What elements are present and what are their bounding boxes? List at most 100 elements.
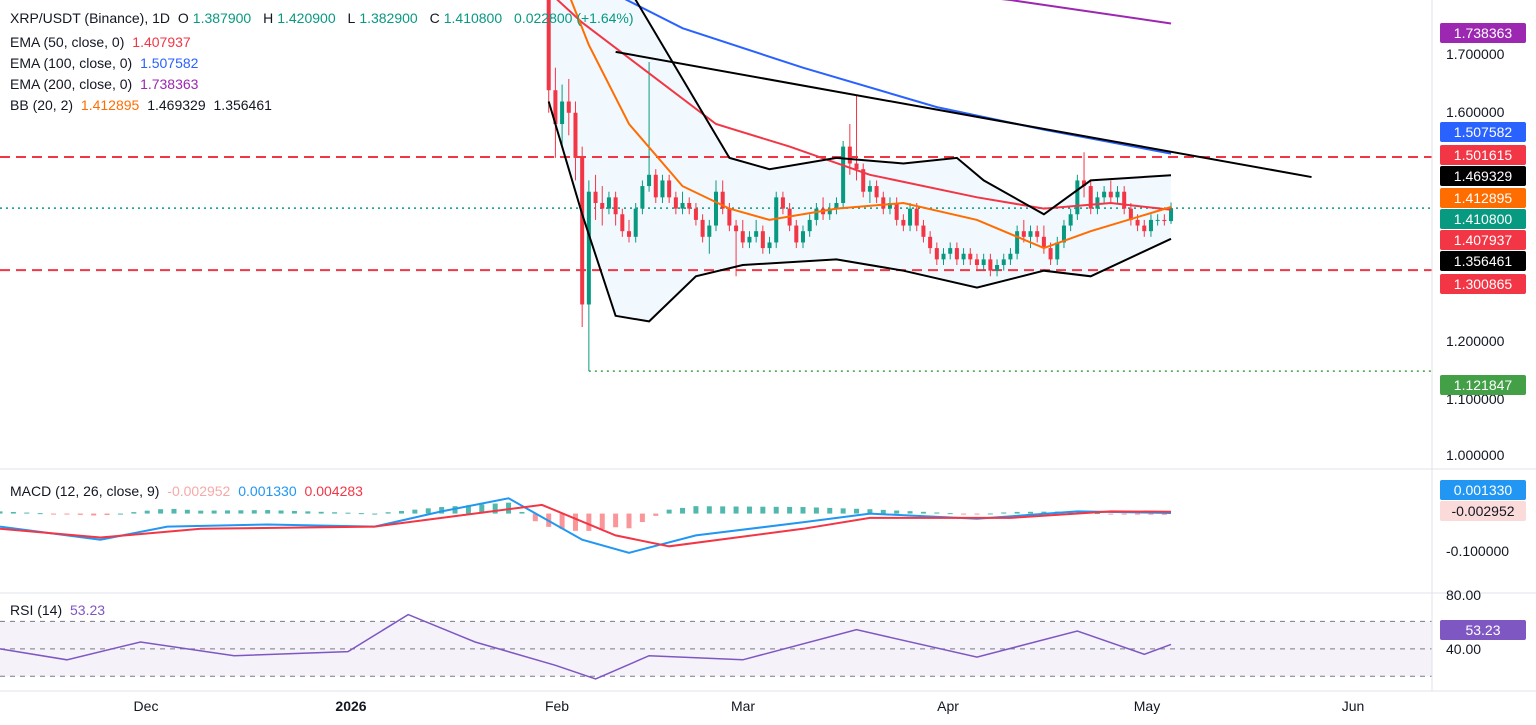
bb-legend[interactable]: BB (20, 2) 1.412895 1.469329 1.356461 [10,97,276,113]
macd-histogram-bar [813,507,819,514]
ohlc-legend: XRP/USDT (Binance), 1D O 1.387900 H 1.4209… [10,10,638,26]
macd-histogram-bar [639,513,645,523]
candle-body [774,197,779,243]
candle [1001,253,1006,271]
macd-histogram-bar [439,507,445,514]
rsi-line [0,613,1172,680]
candle-body [727,208,732,226]
candle-body [553,90,558,125]
candle [934,242,939,266]
candle [807,214,812,237]
candle [1148,214,1153,237]
candle-body [794,225,799,243]
candle-body [767,242,772,249]
ema50-legend[interactable]: EMA (50, close, 0) 1.407937 [10,34,195,50]
candle [867,180,872,203]
symbol-title[interactable]: XRP/USDT (Binance), 1D [10,10,171,26]
candle-body [1148,219,1153,232]
candle [747,231,752,249]
candle [814,202,819,226]
candle-body [1162,219,1167,222]
candle [1088,180,1093,215]
macd-histogram-bar [1094,513,1100,515]
candle [908,202,913,232]
macd-histogram-bar [746,506,752,514]
candle [693,202,698,226]
macd-histogram-bar [198,510,204,514]
bb-lower-line [547,101,1172,323]
candle [680,191,685,215]
candle-body [1155,219,1160,221]
ema50-value: 1.407937 [132,34,191,50]
high-label: H [263,10,274,26]
ema50-line [556,0,1172,211]
ema100-value: 1.507582 [140,55,199,71]
macd-histogram-bar [0,511,3,514]
macd-histogram-bar [425,508,431,514]
candle-body [1135,219,1140,226]
high-value: 1.420900 [277,10,336,26]
macd-histogram-bar [465,505,471,514]
macd-histogram-bar [77,513,83,515]
candle [1055,236,1060,266]
ema100-label: EMA (100, close, 0) [10,55,133,71]
ema100-legend[interactable]: EMA (100, close, 0) 1.507582 [10,55,202,71]
macd-histogram-bar [907,511,913,514]
macd-histogram-bar [10,511,16,514]
candle [1169,202,1174,224]
macd-histogram-bar [479,504,485,514]
time-axis-label: 2026 [335,698,367,714]
candle [1015,225,1020,260]
bb-lower-price-tag: 1.356461 [1440,251,1526,271]
candle-body [814,208,819,220]
candle [894,197,899,226]
candle [600,186,605,226]
candle [633,202,638,243]
open-label: O [177,10,189,26]
candle [981,253,986,271]
candle-body [854,163,859,170]
macd-histogram-bar [586,513,592,531]
ema200-label: EMA (200, close, 0) [10,76,133,92]
candle [720,180,725,215]
candle-body [874,186,879,198]
rsi-value-tag: 53.23 [1440,620,1526,640]
candle-body [1008,253,1013,260]
candle-body [734,225,739,232]
macd-histogram-bar [519,511,525,514]
candle-body [1048,248,1053,260]
candle [1162,214,1167,226]
candle-body [1055,242,1060,260]
candle [1068,208,1073,232]
candle-body [908,208,913,226]
candle [640,180,645,215]
macd-histogram-bar [840,508,846,514]
candle-body [560,101,565,125]
macd-histogram-bar [158,509,164,514]
macd-histogram-bar [720,506,726,514]
candle-body [847,146,852,164]
candle [713,180,719,232]
candle-body [981,259,986,266]
price-axis-label: 1.100000 [1446,391,1505,407]
candle [613,191,618,226]
candle [1102,186,1107,203]
candle [1075,174,1080,220]
candle-body [693,208,698,220]
open-value: 1.387900 [192,10,252,26]
candle-body [807,219,812,232]
candle-body [961,253,966,260]
candle [620,208,625,237]
macd-histogram-bar [920,511,926,514]
ema200-legend[interactable]: EMA (200, close, 0) 1.738363 [10,76,202,92]
candle [887,197,892,215]
candle [948,242,953,260]
candle-body [1082,180,1087,187]
bb-upper-price-tag: 1.469329 [1440,166,1526,186]
macd-legend[interactable]: MACD (12, 26, close, 9) -0.002952 0.0013… [10,483,367,499]
time-axis-label: Jun [1341,698,1365,714]
candle [687,197,692,215]
macd-histogram-bar [733,506,739,514]
rsi-legend[interactable]: RSI (14) 53.23 [10,602,109,618]
